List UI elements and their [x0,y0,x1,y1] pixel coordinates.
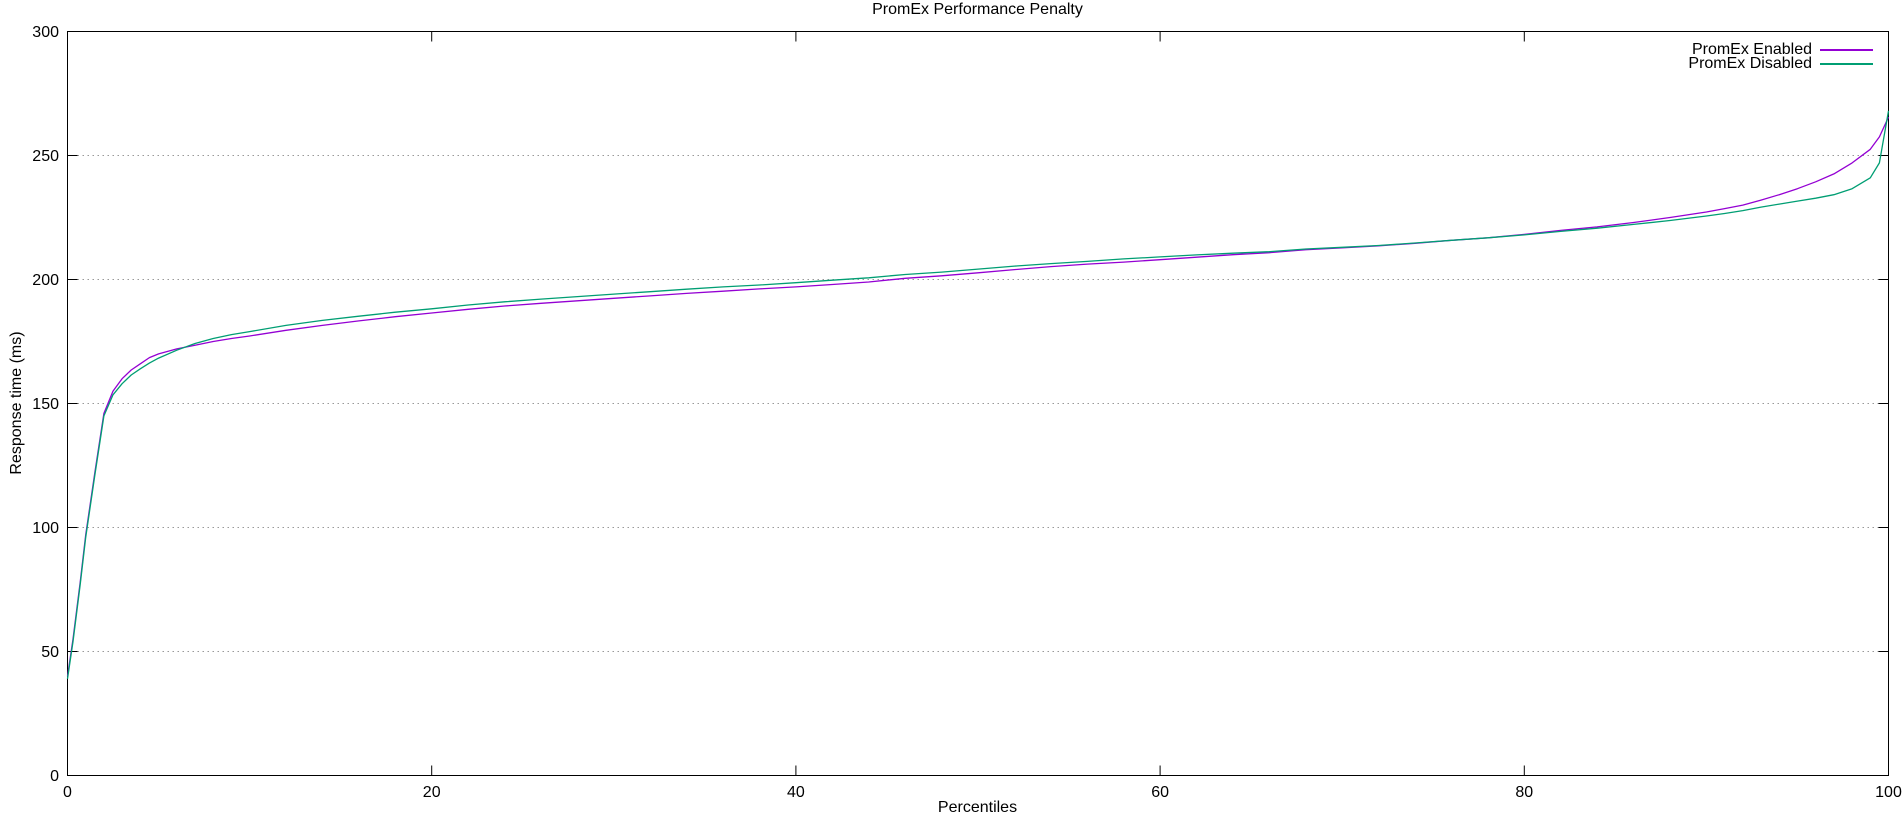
y-tick-label: 300 [32,24,59,41]
legend-entry: PromEx Enabled [1688,41,1873,58]
legend-entry-label: PromEx Enabled [1691,41,1812,58]
chart-title: PromEx Performance Penalty [872,1,1083,18]
y-tick-label: 250 [32,148,59,165]
x-tick-label: 60 [1151,784,1169,801]
x-tick-label: 80 [1515,784,1533,801]
y-tick-label: 0 [50,768,59,785]
legend-entry-label: PromEx Disabled [1688,55,1812,72]
legend: PromEx Enabled PromEx Disabled [1688,41,1873,72]
series-line-promex-disabled [66,110,1890,679]
x-tick-label: 20 [423,784,441,801]
legend-entry: PromEx Disabled [1688,55,1873,72]
x-axis-label: Percentiles [937,799,1018,816]
y-tick-label: 50 [41,644,59,661]
y-tick-label: 200 [32,272,59,289]
x-tick-label: 40 [787,784,805,801]
legend-line-swatch [1820,63,1873,65]
legend-line-swatch [1820,49,1873,51]
y-tick-label: 100 [32,520,59,537]
x-tick-label: 100 [1875,784,1902,801]
y-tick-label: 150 [32,396,59,413]
series-line-promex-enabled [66,116,1890,677]
y-axis-label: Response time (ms) [8,331,25,475]
x-tick-label: 0 [63,784,72,801]
